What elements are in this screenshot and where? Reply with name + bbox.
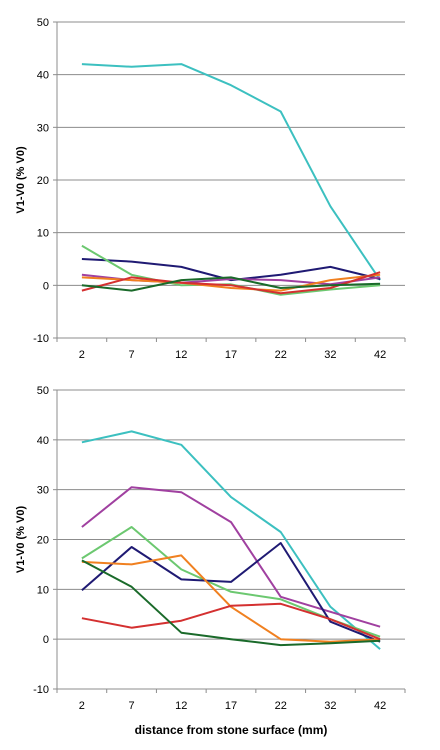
y-tick-label: 20	[37, 175, 49, 187]
y-tick-label: 30	[37, 485, 49, 497]
series-line	[81, 602, 381, 641]
series-line	[81, 559, 381, 647]
y-tick-label: 50	[37, 385, 49, 397]
y-tick-label: 10	[37, 584, 49, 596]
bottom-chart-panel: -10 0 10 20 30 40 50 2 7 12 17 22 32 42 V1-V0 (% V0) di…	[15, 385, 406, 737]
series-line	[81, 273, 381, 292]
y-axis-label: V1-V0 (% V0)	[15, 146, 27, 214]
y-tick-label: 10	[37, 228, 49, 240]
y-tick-label: 30	[37, 122, 49, 134]
top-chart-panel: -10 0 10 20 30 40 50 2 7 12 17 22 32 42 V1-V0 (% V0)	[15, 17, 406, 361]
x-tick-label: 17	[225, 700, 237, 712]
x-tick-label: 32	[324, 349, 336, 361]
series-line	[81, 554, 381, 643]
x-tick-label: 32	[324, 700, 336, 712]
y-tick-label: 50	[37, 17, 49, 29]
series-line	[81, 63, 381, 281]
series-line	[81, 276, 381, 292]
y-tick-label: 20	[37, 535, 49, 547]
x-tick-label: 42	[374, 700, 386, 712]
series-line	[81, 430, 381, 650]
y-tick-label: 0	[43, 634, 49, 646]
x-tick-label: 2	[79, 700, 85, 712]
x-axis-label: distance from stone surface (mm)	[135, 723, 328, 737]
y-tick-label: -10	[33, 333, 49, 345]
series-line	[81, 486, 381, 628]
x-tick-label: 7	[129, 349, 135, 361]
y-tick-label: 40	[37, 435, 49, 447]
y-tick-label: 40	[37, 70, 49, 82]
y-axis-label: V1-V0 (% V0)	[15, 506, 27, 574]
y-tick-label: 0	[43, 280, 49, 292]
x-tick-label: 12	[175, 700, 187, 712]
series-line	[81, 258, 381, 282]
x-tick-label: 7	[129, 700, 135, 712]
series-line	[81, 271, 381, 295]
x-tick-label: 42	[374, 349, 386, 361]
y-tick-label: -10	[33, 684, 49, 696]
x-tick-label: 17	[225, 349, 237, 361]
x-tick-label: 22	[275, 349, 287, 361]
x-tick-label: 22	[275, 700, 287, 712]
x-tick-label: 12	[175, 349, 187, 361]
x-tick-label: 2	[79, 349, 85, 361]
series-line	[81, 542, 381, 643]
